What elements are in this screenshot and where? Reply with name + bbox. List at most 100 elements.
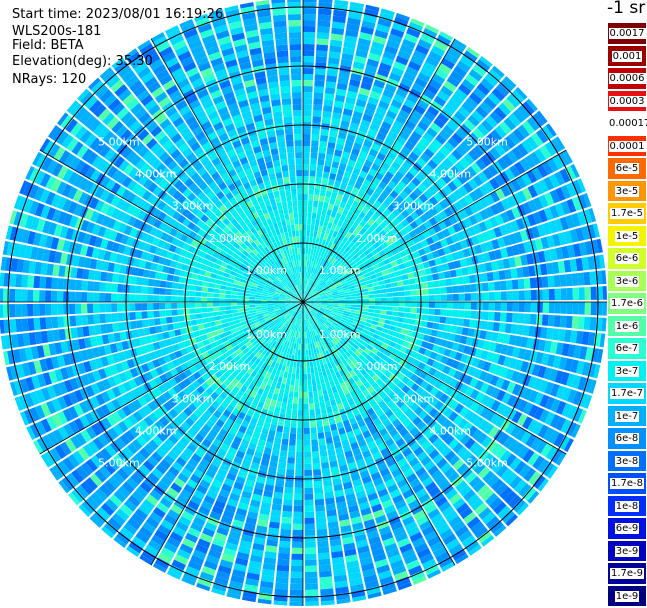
ray-gate: [415, 277, 422, 283]
ray-gate: [322, 117, 331, 124]
ray-gate: [410, 308, 416, 313]
ray-gate: [63, 304, 69, 315]
ray-gate: [322, 111, 331, 118]
ray-gate: [304, 428, 310, 434]
ray-gate: [318, 8, 332, 15]
ray-gate: [537, 302, 543, 313]
ray-gate: [147, 287, 153, 294]
ray-gate: [369, 298, 375, 301]
ray-gate: [209, 321, 216, 326]
ray-gate: [507, 302, 513, 311]
ray-gate: [304, 422, 310, 428]
ray-gate: [189, 308, 195, 313]
ray-gate: [221, 281, 228, 286]
ray-gate: [303, 50, 314, 56]
ray-gate: [369, 294, 375, 298]
ray-gate: [160, 317, 167, 324]
ray-gate: [312, 385, 317, 391]
ray-gate: [313, 104, 322, 111]
ray-gate: [117, 284, 124, 293]
ray-gate: [270, 516, 281, 523]
ray-gate: [378, 280, 385, 285]
ray-gate: [410, 284, 417, 290]
ray-gate: [322, 178, 329, 185]
ray-gate: [39, 290, 45, 302]
ray-gate: [374, 313, 381, 317]
ray-gate: [345, 299, 351, 301]
ray-gate: [316, 213, 321, 220]
ray-gate: [295, 380, 299, 386]
ray-gate: [231, 302, 237, 305]
ray-gate: [326, 406, 332, 413]
ray-gate: [317, 159, 324, 166]
ray-gate: [208, 283, 215, 288]
ray-gate: [375, 302, 381, 306]
ray-gate: [452, 286, 459, 293]
ray-gate: [404, 291, 410, 296]
ray-gate: [428, 315, 435, 322]
ray-gate: [493, 271, 500, 281]
ray-gate: [94, 271, 101, 281]
ray-gate: [39, 276, 46, 288]
ray-gate: [305, 524, 315, 530]
ray-gate: [135, 312, 142, 320]
ray-gate: [117, 294, 123, 302]
ray-gate: [192, 325, 199, 331]
ray-gate: [387, 297, 393, 301]
ray-gate: [308, 349, 311, 355]
ray-gate: [321, 462, 329, 469]
ray-gate: [287, 373, 291, 380]
ray-gate: [489, 292, 495, 301]
ray-gate: [483, 302, 489, 310]
ray-gate: [585, 302, 591, 315]
ray-gate: [255, 302, 261, 304]
ray-gate: [290, 433, 297, 439]
ray-gate: [403, 318, 410, 324]
ray-gate: [471, 293, 477, 301]
ray-gate: [308, 392, 313, 398]
ray-gate: [310, 361, 314, 367]
ray-gate: [232, 288, 238, 292]
ray-gate: [304, 398, 309, 404]
ray-gate: [438, 324, 445, 331]
ray-gate: [160, 281, 167, 288]
ray-gate: [303, 152, 310, 158]
ray-gate: [307, 362, 310, 368]
ray-gate: [75, 280, 82, 291]
ray-gate: [299, 392, 303, 398]
ray-gate: [390, 277, 397, 282]
ray-gate: [210, 326, 217, 332]
ray-gate: [165, 296, 171, 302]
ray-gate: [171, 310, 177, 316]
ray-gate: [318, 226, 323, 233]
ray-gate: [179, 322, 186, 329]
ray-gate: [130, 276, 137, 284]
ray-gate: [321, 408, 327, 415]
ray-gate: [112, 273, 119, 282]
ray-gate: [278, 547, 290, 554]
ray-gate: [323, 419, 330, 426]
ray-gate: [284, 493, 293, 500]
ray-gate: [292, 542, 303, 548]
ray-gate: [317, 38, 329, 45]
ray-gate: [198, 324, 205, 330]
ray-gate: [397, 281, 404, 286]
ray-gate: [513, 291, 519, 301]
ray-gate: [402, 323, 409, 329]
ray-gate: [291, 566, 303, 572]
ray-gate: [446, 310, 452, 317]
ray-gate: [321, 183, 327, 190]
ray-gate: [307, 374, 311, 380]
ray-gate: [315, 505, 325, 512]
ray-gate: [438, 272, 445, 279]
ray-gate: [379, 285, 386, 290]
ray-gate: [304, 380, 308, 386]
ray-gate: [303, 104, 312, 110]
ray-gate: [314, 481, 323, 488]
ray-gate: [279, 389, 284, 396]
ray-gate: [303, 32, 315, 38]
ray-gate: [297, 428, 303, 434]
ray-gate: [94, 325, 101, 335]
ray-gate: [445, 279, 452, 286]
ray-gate: [129, 303, 135, 311]
